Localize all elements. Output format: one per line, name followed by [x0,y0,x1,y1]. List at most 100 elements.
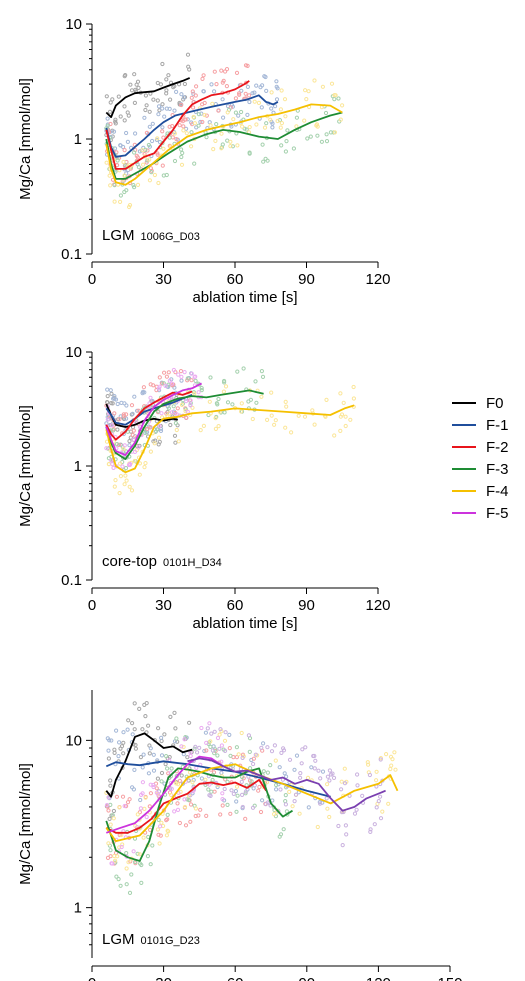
raw-point [192,391,197,396]
raw-point [342,781,348,786]
raw-point [217,746,222,751]
raw-point [279,143,284,148]
raw-point [148,782,153,787]
raw-point [183,823,189,828]
raw-point [278,787,283,792]
raw-point [214,82,219,87]
raw-point [221,115,226,120]
raw-point [113,397,119,402]
raw-point [140,727,145,732]
y-axis-title: Mg/Ca [mmol/mol] [17,763,34,885]
raw-point [263,156,268,161]
raw-point [173,726,178,731]
raw-point [268,763,273,768]
raw-point [269,90,274,95]
raw-point [328,772,334,777]
x-tick-label: 90 [298,597,315,614]
raw-point [132,394,137,399]
raw-point [156,180,161,186]
raw-point [193,806,198,811]
raw-point [189,378,194,383]
raw-point [121,751,126,756]
legend-label: F-4 [486,483,509,500]
raw-point [247,150,252,155]
raw-point [269,390,274,395]
raw-point [113,117,118,122]
raw-point [315,133,320,138]
raw-point [214,122,219,127]
raw-point [159,820,164,825]
raw-point [216,396,221,402]
series-line-f-1 [105,394,193,426]
raw-point [177,123,182,128]
raw-point [132,185,137,190]
raw-point [125,727,130,732]
raw-point [282,97,288,102]
raw-point [164,833,169,838]
raw-point [108,100,113,105]
raw-point [209,731,214,736]
raw-point [193,744,198,749]
raw-point [114,874,119,879]
panel-sublabel: 0101G_D23 [141,935,200,947]
raw-point [157,375,162,380]
raw-point [201,423,206,428]
raw-point [143,430,148,435]
raw-point [305,136,310,141]
raw-point [284,139,289,144]
raw-point [171,85,176,90]
raw-point [367,772,372,778]
raw-point [122,104,127,109]
raw-point [164,77,169,82]
panel-sublabel: 0101H_D34 [163,557,222,569]
raw-point [179,773,184,778]
raw-point [164,754,169,759]
raw-point [141,835,146,840]
raw-point [125,139,131,144]
raw-point [179,378,184,383]
raw-point [239,730,244,736]
raw-point [199,386,204,391]
raw-point [279,750,284,756]
raw-point [228,139,233,144]
raw-point [342,766,347,771]
raw-point [240,804,245,810]
raw-point [209,789,214,794]
raw-point [137,706,142,712]
raw-point [106,446,111,451]
raw-point [274,97,280,102]
raw-point [127,443,132,448]
raw-point [278,125,283,130]
raw-point [224,84,229,89]
raw-point [324,139,330,144]
raw-point [182,81,187,87]
raw-point [248,766,253,771]
x-tick-label: 0 [88,271,96,288]
raw-point [248,397,253,402]
raw-point [173,421,178,426]
raw-point [152,441,157,446]
raw-point [236,752,241,757]
raw-point [182,370,187,375]
raw-point [208,739,213,744]
raw-point [354,807,359,812]
raw-point [219,729,224,734]
raw-point [272,743,277,748]
raw-point [136,165,141,170]
raw-point [222,738,228,743]
raw-point [174,89,179,95]
raw-point [145,148,150,153]
raw-point [183,409,188,414]
raw-point [116,94,121,99]
raw-point [176,372,181,377]
raw-point [171,367,176,373]
raw-point [181,128,186,133]
x-tick-label: 30 [155,597,172,614]
raw-point [174,427,179,433]
raw-point [328,130,333,135]
raw-point [283,399,288,404]
raw-point [140,791,145,796]
raw-point [250,805,256,810]
raw-point [250,91,255,96]
raw-point [118,883,123,888]
